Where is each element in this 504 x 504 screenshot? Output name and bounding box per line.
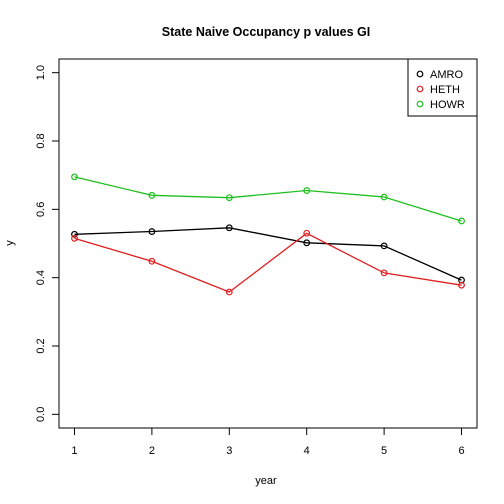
chart-title: State Naive Occupancy p values GI [162,25,370,39]
point-amro [303,239,311,247]
series-line-amro [74,227,462,281]
y-tick-label: 0.4 [35,270,47,285]
y-tick-label: 0.8 [35,133,47,148]
legend-marker-amro [416,70,424,78]
series-line-howr [74,176,462,222]
legend-label-howr: HOWR [430,99,465,111]
point-howr [71,173,78,181]
x-tick-label: 5 [381,445,387,457]
point-howr [303,187,311,194]
series-layer [71,173,465,296]
point-heth [225,288,233,296]
point-amro [148,228,156,235]
point-heth [380,269,388,277]
point-amro [380,242,388,250]
y-axis: 0.0 0.2 0.4 0.6 0.8 1.0 [35,65,60,422]
x-axis-label: year [255,475,277,487]
x-tick-label: 3 [226,445,232,457]
point-howr [225,194,233,202]
x-axis: 1 2 3 4 5 6 [71,427,465,457]
legend-marker-howr [416,100,424,108]
legend-label-heth: HETH [430,84,460,96]
point-howr [458,217,465,225]
point-howr [148,191,156,199]
legend: AMRO HETH HOWR [407,58,478,117]
point-heth [148,257,156,265]
point-heth [303,229,311,237]
point-amro [225,224,233,232]
x-tick-label: 4 [304,445,310,457]
x-tick-label: 2 [149,445,155,457]
point-howr [380,193,388,201]
legend-marker-heth [416,85,424,93]
y-tick-label: 1.0 [35,65,47,80]
y-tick-label: 0.0 [35,407,47,422]
x-tick-label: 1 [71,445,77,457]
y-tick-label: 0.2 [35,338,47,353]
x-tick-label: 6 [458,445,464,457]
y-tick-label: 0.6 [35,202,47,217]
legend-label-amro: AMRO [430,69,463,81]
point-amro [71,230,78,238]
y-axis-label: y [4,240,16,246]
point-heth [71,234,78,242]
series-line-heth [74,232,462,293]
point-heth [458,281,465,289]
